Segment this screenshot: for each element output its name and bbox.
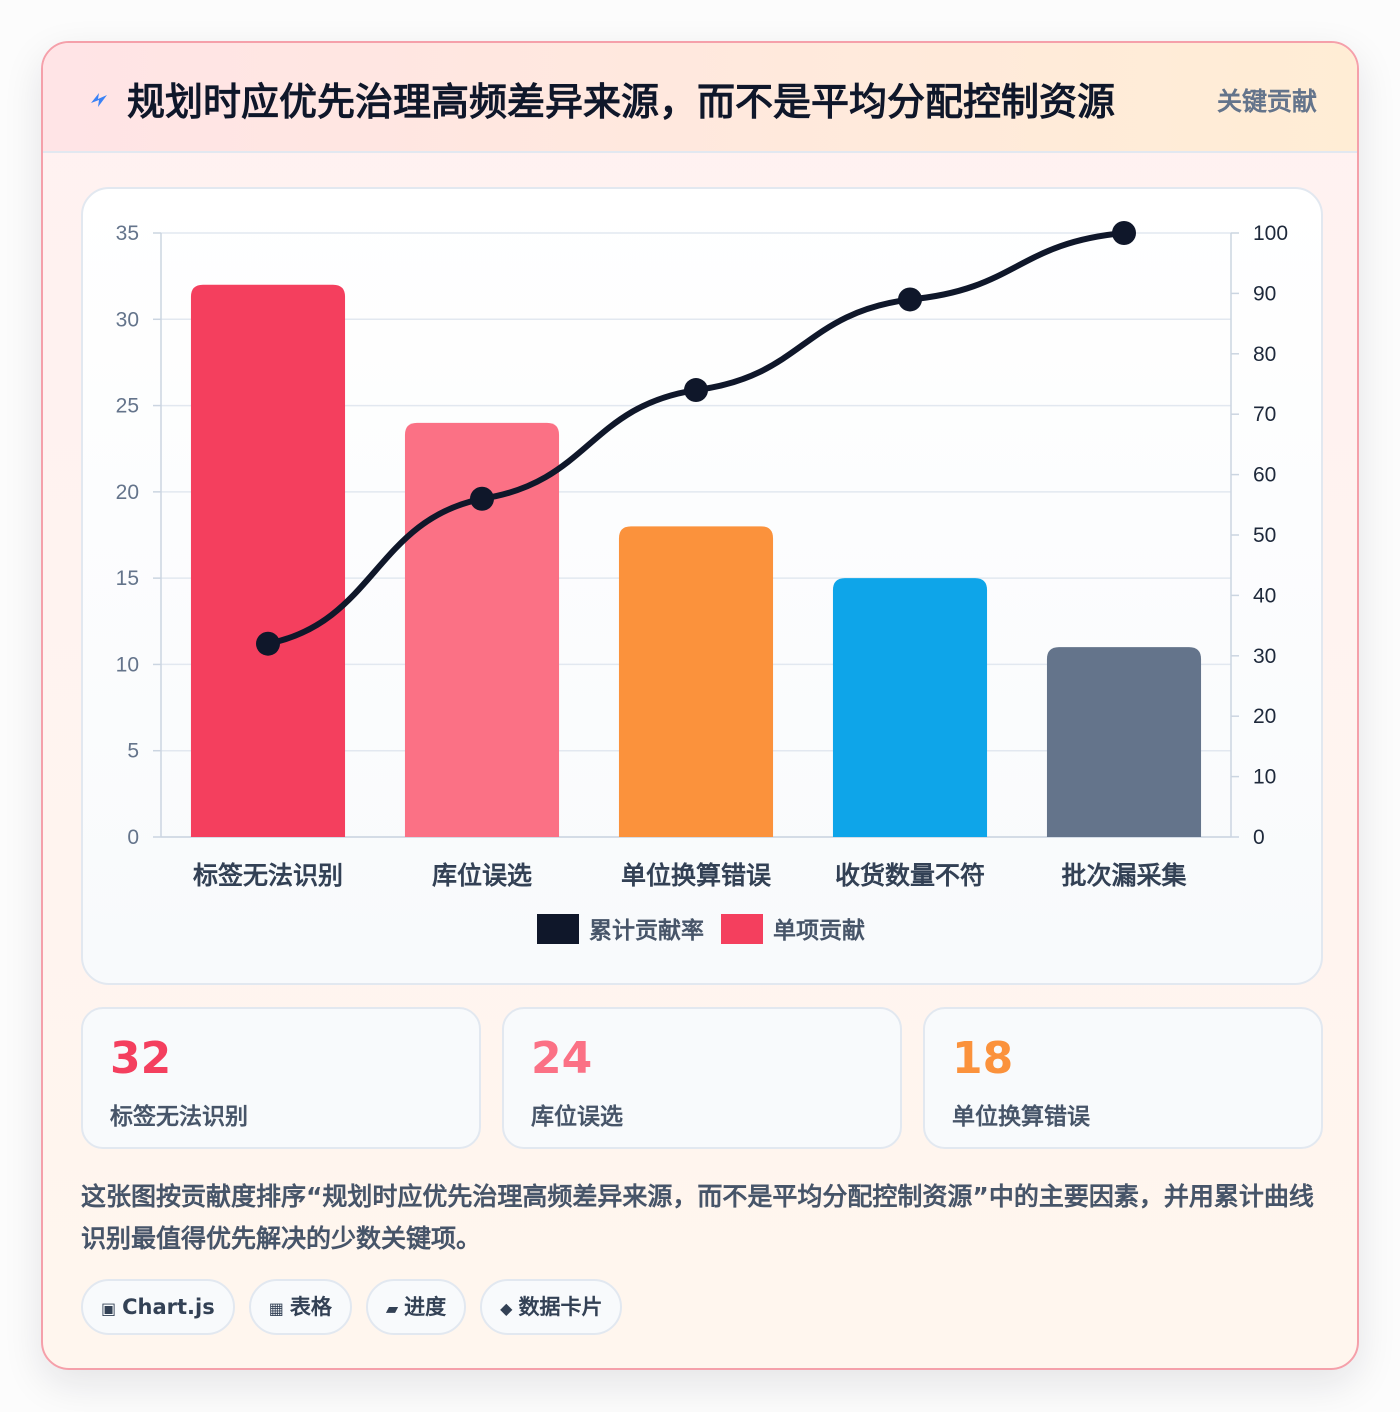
- feature-chips: ▣ Chart.js ▦ 表格 ▰ 进度 ◆ 数据卡片: [81, 1279, 1331, 1335]
- line-point: [256, 631, 280, 656]
- header-tag: 关键贡献: [1216, 87, 1317, 116]
- y-right-tick-label: 40: [1253, 584, 1276, 607]
- stat-value: 18: [952, 1033, 1014, 1084]
- stat-value: 24: [531, 1033, 593, 1084]
- chip-table[interactable]: ▦ 表格: [248, 1279, 352, 1335]
- line-point: [898, 287, 922, 312]
- y-left-tick-label: 30: [116, 308, 139, 331]
- y-right-tick-label: 70: [1253, 403, 1276, 426]
- y-right-tick-label: 50: [1253, 524, 1276, 547]
- stat-card-3: 18 单位换算错误: [923, 1007, 1323, 1149]
- bar: [404, 422, 560, 837]
- x-tick-label: 批次漏采集: [1061, 861, 1187, 890]
- card-header: 规划时应优先治理高频差异来源，而不是平均分配控制资源 关键贡献: [43, 43, 1357, 153]
- line-point: [470, 486, 494, 511]
- stat-cards: 32 标签无法识别 24 库位误选 18 单位换算错误: [81, 1007, 1323, 1149]
- stat-value: 32: [110, 1033, 172, 1084]
- bar: [832, 578, 988, 837]
- chip-progress[interactable]: ▰ 进度: [365, 1279, 467, 1335]
- page-title: 规划时应优先治理高频差异来源，而不是平均分配控制资源: [127, 80, 1116, 124]
- bar: [190, 284, 346, 837]
- x-tick-label: 库位误选: [432, 861, 532, 890]
- legend-label: 累计贡献率: [589, 917, 704, 944]
- table-icon: ▦: [268, 1299, 284, 1318]
- chip-data-card[interactable]: ◆ 数据卡片: [480, 1279, 623, 1335]
- progress-icon: ▰: [385, 1299, 399, 1318]
- x-tick-label: 收货数量不符: [835, 861, 985, 890]
- y-left-tick-label: 15: [116, 567, 139, 590]
- chip-label: 进度: [404, 1295, 447, 1319]
- stat-card-2: 24 库位误选: [502, 1007, 902, 1149]
- chip-label: Chart.js: [122, 1295, 215, 1319]
- bar: [618, 526, 774, 837]
- y-left-tick-label: 5: [127, 740, 139, 763]
- x-tick-label: 单位换算错误: [621, 861, 772, 890]
- y-left-tick-label: 20: [116, 481, 139, 504]
- legend-swatch: [721, 914, 763, 944]
- y-right-tick-label: 10: [1253, 766, 1276, 789]
- chip-chartjs[interactable]: ▣ Chart.js: [81, 1279, 235, 1335]
- lightning-icon: [91, 93, 107, 107]
- y-left-tick-label: 10: [116, 653, 139, 676]
- pareto-chart: 0 5 10 15 20 25 30 35 0 10 20 30 40 50 60 70 80 90 100 标签无法…: [116, 221, 1288, 944]
- y-right-tick-label: 60: [1253, 464, 1276, 487]
- stat-card-1: 32 标签无法识别: [81, 1007, 481, 1149]
- chart-description: 这张图按贡献度排序“规划时应优先治理高频差异来源，而不是平均分配控制资源”中的主…: [81, 1182, 1314, 1253]
- chip-label: 表格: [289, 1295, 332, 1319]
- y-right-tick-label: 90: [1253, 282, 1276, 305]
- legend-label: 单项贡献: [773, 918, 865, 944]
- y-right-tick-label: 20: [1253, 705, 1276, 728]
- chart-icon: ▣: [101, 1299, 117, 1318]
- chip-label: 数据卡片: [518, 1295, 603, 1319]
- line-point: [684, 378, 708, 403]
- line-point: [1112, 221, 1136, 245]
- y-right-tick-label: 80: [1253, 343, 1276, 366]
- stat-label: 标签无法识别: [110, 1104, 248, 1130]
- legend-swatch: [537, 914, 579, 944]
- y-right-tick-label: 30: [1253, 645, 1276, 668]
- chart-container: 0 5 10 15 20 25 30 35 0 10 20 30 40 50 60 70 80 90 100 标签无法…: [81, 187, 1323, 985]
- y-right-tick-label: 100: [1253, 222, 1288, 245]
- y-left-tick-label: 25: [116, 395, 139, 418]
- y-left-tick-label: 0: [127, 826, 139, 849]
- diamond-icon: ◆: [500, 1299, 513, 1318]
- x-tick-label: 标签无法识别: [193, 861, 343, 890]
- stat-label: 库位误选: [531, 1104, 623, 1130]
- main-card: 规划时应优先治理高频差异来源，而不是平均分配控制资源 关键贡献 0 5 10 15 20…: [41, 41, 1359, 1370]
- y-left-tick-label: 35: [116, 222, 139, 245]
- bar: [1046, 647, 1202, 837]
- stat-label: 单位换算错误: [952, 1104, 1090, 1130]
- y-right-tick-label: 0: [1253, 826, 1265, 849]
